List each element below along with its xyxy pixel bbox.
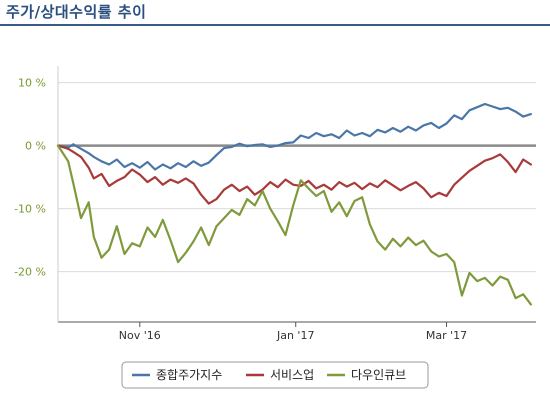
legend-label: 서비스업 [270,368,314,382]
x-tick-label: Nov '16 [119,329,161,342]
y-tick-label: -20 % [14,266,46,279]
y-tick-label: 0 % [25,140,46,153]
series-line-2 [56,144,533,205]
legend: 종합주가지수 서비스업 다우인큐브 [121,361,429,389]
legend-box [121,361,429,389]
y-tick-label: -10 % [14,203,46,216]
page-title: 주가/상대수익률 추이 [6,3,147,21]
series-line-3 [56,144,533,306]
series-line-1 [56,102,533,171]
y-tick-label: 10 % [18,77,46,90]
header-divider [0,24,550,26]
legend-label: 다우인큐브 [351,368,406,382]
x-tick-label: Jan '17 [276,329,314,342]
x-tick-label: Mar '17 [426,329,467,342]
legend-label: 종합주가지수 [156,368,222,382]
